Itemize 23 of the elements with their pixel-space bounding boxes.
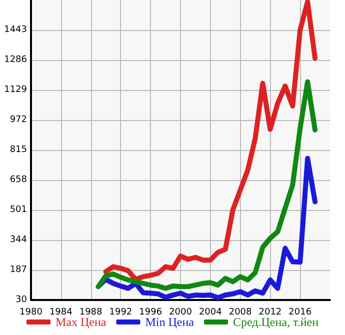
x-tick-label: 1980 [20,308,43,318]
y-tick-label: 1129 [4,85,28,95]
y-tick-label: 972 [10,115,27,125]
y-tick-label: 187 [10,265,27,275]
x-tick-label: 1996 [139,308,162,318]
x-tick-label: 2016 [288,308,312,318]
y-tick-label: 1286 [4,55,28,65]
y-tick-label: 344 [10,235,28,245]
x-tick-label: 1992 [109,308,132,318]
legend-label: Max Цена [55,315,107,329]
x-tick-label: 1984 [49,308,73,318]
x-tick-label: 2000 [169,308,192,318]
x-tick-label: 2012 [258,308,282,318]
y-tick-label: 30 [16,295,28,305]
legend-label: Min Цена [145,315,195,329]
y-tick-label: 501 [10,205,27,215]
x-tick-label: 1988 [79,308,103,318]
y-tick-label: 658 [10,175,28,185]
x-tick-label: 2004 [198,308,222,318]
y-tick-label: 815 [10,145,27,155]
y-tick-label: 1443 [4,25,27,35]
x-tick-label: 2008 [228,308,252,318]
legend-label: Сред.Цена, т.йен [232,315,320,329]
